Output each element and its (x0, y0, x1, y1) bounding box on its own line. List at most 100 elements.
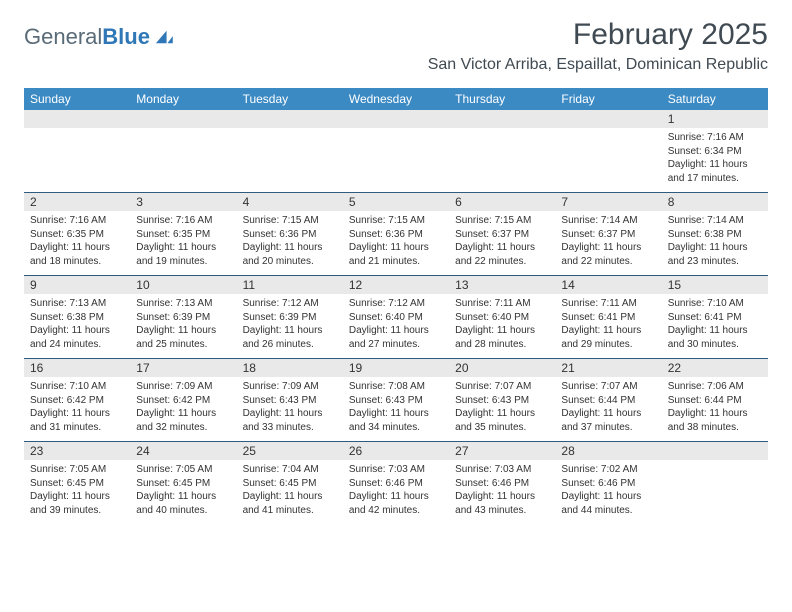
day-number: 25 (237, 442, 343, 460)
day-cell: Sunrise: 7:15 AM Sunset: 6:37 PM Daylight:… (449, 211, 555, 275)
day-details-row: Sunrise: 7:16 AMSunset: 6:35 PMDaylight:… (24, 211, 768, 275)
daylight-line: Daylight: 11 hours and 31 minutes. (30, 408, 110, 433)
day-cell: Sunrise: 7:03 AMSunset: 6:46 PMDaylight:… (343, 460, 449, 524)
sunrise-line: Sunrise: 7:12 AM (349, 298, 425, 309)
day-number (662, 442, 768, 460)
sunset-line: Sunset: 6:44 PM (668, 395, 742, 406)
calendar-week: 232425262728Sunrise: 7:05 AMSunset: 6:45… (24, 441, 768, 524)
location-subtitle: San Victor Arriba, Espaillat, Dominican … (428, 56, 768, 74)
day-number: 17 (130, 359, 236, 377)
sunset-line: Sunset: 6:46 PM (561, 478, 635, 489)
sunrise-line: Sunrise: 7:03 AM (455, 464, 531, 475)
sunrise-line: Sunrise: 7:15 AM (455, 215, 531, 226)
day-cell: Sunrise: 7:11 AMSunset: 6:41 PMDaylight:… (555, 294, 661, 358)
sunset-line: Sunset: 6:40 PM (455, 312, 529, 323)
sunrise-line: Sunrise: 7:13 AM (30, 298, 106, 309)
day-number: 14 (555, 276, 661, 294)
day-cell: Sunrise: 7:05 AMSunset: 6:45 PMDaylight:… (130, 460, 236, 524)
daylight-line: Daylight: 11 hours and 17 minutes. (668, 159, 748, 184)
daylight-line: Daylight: 11 hours and 22 minutes. (455, 242, 535, 267)
daylight-line: Daylight: 11 hours and 43 minutes. (455, 491, 535, 516)
sunrise-line: Sunrise: 7:05 AM (136, 464, 212, 475)
logo-text-general: General (24, 24, 102, 49)
daylight-line: Daylight: 11 hours and 28 minutes. (455, 325, 535, 350)
sunrise-line: Sunrise: 7:06 AM (668, 381, 744, 392)
sunrise-line: Sunrise: 7:10 AM (668, 298, 744, 309)
sunrise-line: Sunrise: 7:07 AM (561, 381, 637, 392)
day-details-row: Sunrise: 7:13 AM Sunset: 6:38 PM Daylight:… (24, 294, 768, 358)
day-number: 24 (130, 442, 236, 460)
day-cell: Sunrise: 7:05 AMSunset: 6:45 PMDaylight:… (24, 460, 130, 524)
logo-text-blue: Blue (102, 24, 150, 49)
calendar-week: 2345678Sunrise: 7:16 AMSunset: 6:35 PMDa… (24, 192, 768, 275)
daylight-line: Daylight: 11 hours and 35 minutes. (455, 408, 535, 433)
sunset-line: Sunset: 6:38 PM (668, 229, 742, 240)
day-number: 15 (662, 276, 768, 294)
day-cell: Sunrise: 7:13 AMSunset: 6:38 PMDaylight:… (24, 294, 130, 358)
day-cell (24, 128, 130, 192)
sunrise-line: Sunrise: 7:04 AM (243, 464, 319, 475)
sunset-line: Sunset: 6:38 PM (30, 312, 104, 323)
sunrise-line: Sunrise: 7:14 AM (561, 215, 637, 226)
day-number: 6 (449, 193, 555, 211)
sunrise-line: Sunrise: 7:08 AM (349, 381, 425, 392)
day-cell: Sunrise: 7:09 AMSunset: 6:43 PMDaylight:… (237, 377, 343, 441)
day-number-row: 232425262728 (24, 442, 768, 460)
day-number (343, 110, 449, 128)
day-number: 8 (662, 193, 768, 211)
day-cell (555, 128, 661, 192)
daylight-line: Daylight: 11 hours and 39 minutes. (30, 491, 110, 516)
day-cell: Sunrise: 7:08 AMSunset: 6:43 PMDaylight:… (343, 377, 449, 441)
day-number: 10 (130, 276, 236, 294)
weekday-label: Wednesday (343, 88, 449, 110)
calendar: SundayMondayTuesdayWednesdayThursdayFrid… (24, 88, 768, 524)
day-number (555, 110, 661, 128)
day-cell: Sunrise: 7:02 AMSunset: 6:46 PMDaylight:… (555, 460, 661, 524)
day-cell (130, 128, 236, 192)
daylight-line: Daylight: 11 hours and 19 minutes. (136, 242, 216, 267)
sunrise-line: Sunrise: 7:02 AM (561, 464, 637, 475)
daylight-line: Daylight: 11 hours and 25 minutes. (136, 325, 216, 350)
day-cell: Sunrise: 7:14 AM Sunset: 6:37 PM Daylight:… (555, 211, 661, 275)
day-cell: Sunrise: 7:06 AMSunset: 6:44 PMDaylight:… (662, 377, 768, 441)
day-cell (237, 128, 343, 192)
daylight-line: Daylight: 11 hours and 23 minutes. (668, 242, 748, 267)
day-number: 18 (237, 359, 343, 377)
day-details-row: Sunrise: 7:16 AMSunset: 6:34 PMDaylight:… (24, 128, 768, 192)
day-cell: Sunrise: 7:16 AMSunset: 6:35 PMDaylight:… (130, 211, 236, 275)
daylight-line: Daylight: 11 hours and 32 minutes. (136, 408, 216, 433)
day-details-row: Sunrise: 7:10 AMSunset: 6:42 PMDaylight:… (24, 377, 768, 441)
day-number: 23 (24, 442, 130, 460)
calendar-week: 9101112131415 Sunrise: 7:13 AM Sunset: 6:3… (24, 275, 768, 358)
day-cell: Sunrise: 7:10 AMSunset: 6:42 PMDaylight:… (24, 377, 130, 441)
sunset-line: Sunset: 6:34 PM (668, 146, 742, 157)
sunset-line: Sunset: 6:37 PM (455, 229, 529, 240)
sunset-line: Sunset: 6:39 PM (136, 312, 210, 323)
weekday-label: Thursday (449, 88, 555, 110)
weekday-label: Tuesday (237, 88, 343, 110)
day-number: 19 (343, 359, 449, 377)
sunrise-line: Sunrise: 7:14 AM (668, 215, 744, 226)
sunset-line: Sunset: 6:43 PM (243, 395, 317, 406)
sunset-line: Sunset: 6:41 PM (561, 312, 635, 323)
daylight-line: Daylight: 11 hours and 18 minutes. (30, 242, 110, 267)
day-number: 12 (343, 276, 449, 294)
day-cell: Sunrise: 7:16 AMSunset: 6:34 PMDaylight:… (662, 128, 768, 192)
sunset-line: Sunset: 6:36 PM (349, 229, 423, 240)
sunset-line: Sunset: 6:42 PM (30, 395, 104, 406)
day-cell: Sunrise: 7:15 AMSunset: 6:36 PMDaylight:… (237, 211, 343, 275)
day-number: 3 (130, 193, 236, 211)
sunset-line: Sunset: 6:46 PM (349, 478, 423, 489)
logo: GeneralBlue (24, 24, 174, 50)
sunrise-line: Sunrise: 7:16 AM (136, 215, 212, 226)
daylight-line: Daylight: 11 hours and 37 minutes. (561, 408, 641, 433)
sunset-line: Sunset: 6:37 PM (561, 229, 635, 240)
daylight-line: Daylight: 11 hours and 22 minutes. (561, 242, 641, 267)
day-cell: Sunrise: 7:14 AM Sunset: 6:38 PM Daylight:… (662, 211, 768, 275)
weekday-header: SundayMondayTuesdayWednesdayThursdayFrid… (24, 88, 768, 110)
day-number: 2 (24, 193, 130, 211)
day-number: 7 (555, 193, 661, 211)
day-number: 1 (662, 110, 768, 128)
sunrise-line: Sunrise: 7:07 AM (455, 381, 531, 392)
day-number-row: 9101112131415 (24, 276, 768, 294)
